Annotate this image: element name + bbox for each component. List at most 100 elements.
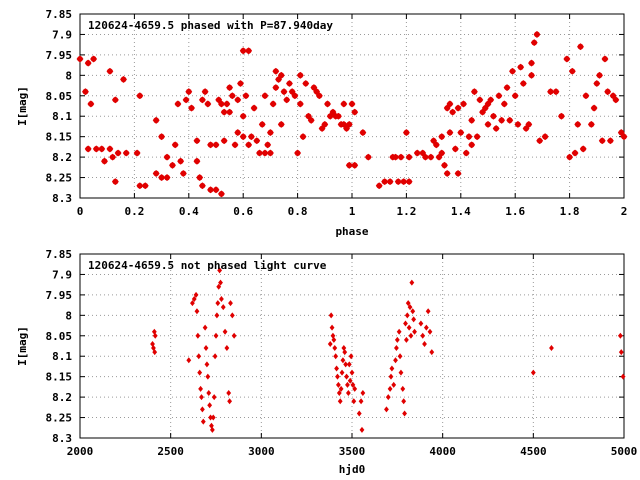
x-tick-label: 1.2 [396, 205, 416, 218]
x-tick-label: 3500 [339, 445, 366, 458]
data-point [197, 369, 203, 376]
data-point [393, 357, 398, 364]
data-point [351, 161, 359, 169]
data-point [151, 328, 157, 335]
data-point [114, 149, 122, 157]
data-point [219, 295, 224, 302]
data-point [212, 353, 218, 360]
data-point [253, 137, 261, 145]
y-tick-label: 8.2 [52, 391, 72, 404]
data-point [528, 59, 535, 67]
y-tick-label: 8.25 [46, 412, 73, 425]
data-point [227, 398, 232, 405]
data-point [228, 92, 236, 100]
data-point [487, 96, 495, 104]
data-point [427, 328, 433, 335]
plot-title: 120624-4659.5 not phased light curve [88, 259, 327, 272]
x-tick-label: 1 [349, 205, 356, 218]
data-point [207, 141, 214, 149]
data-point [438, 149, 446, 157]
data-point [226, 84, 233, 91]
data-point [231, 141, 239, 149]
data-point [400, 178, 408, 186]
data-point [343, 361, 349, 368]
data-point [388, 373, 394, 380]
data-point [220, 137, 228, 145]
data-point [207, 402, 213, 409]
data-point [394, 178, 402, 186]
data-point [84, 59, 92, 67]
data-point [506, 116, 514, 124]
x-tick-label: 4500 [520, 445, 547, 458]
x-axis-label: phase [335, 225, 368, 238]
data-point [299, 133, 307, 141]
data-point [607, 137, 614, 145]
data-point [101, 157, 108, 165]
data-point [500, 100, 508, 108]
data-point [386, 178, 394, 186]
data-point [420, 332, 426, 339]
data-point [136, 182, 144, 190]
data-point [409, 279, 415, 286]
data-point [182, 96, 190, 104]
data-point [406, 324, 412, 331]
data-point [346, 361, 352, 368]
data-point [498, 116, 505, 124]
data-point [333, 353, 339, 360]
data-point [349, 369, 355, 376]
data-point [579, 145, 587, 153]
y-tick-label: 8.1 [52, 350, 72, 363]
data-point [514, 121, 522, 128]
data-point [396, 328, 402, 335]
data-point [269, 100, 277, 108]
data-point [427, 153, 435, 161]
data-point [593, 80, 601, 87]
data-point [340, 357, 346, 364]
data-point [490, 112, 497, 120]
data-point [239, 112, 247, 120]
data-point [336, 381, 341, 388]
data-point [620, 373, 626, 380]
data-point [122, 149, 130, 157]
data-point [423, 324, 429, 331]
data-point [340, 121, 348, 128]
data-point [438, 133, 446, 141]
data-point [429, 349, 435, 356]
data-point [425, 308, 431, 315]
data-point [267, 129, 274, 136]
data-point [604, 88, 612, 96]
data-point [332, 345, 338, 352]
data-point [200, 418, 206, 425]
data-point [307, 116, 315, 124]
data-point [283, 96, 291, 104]
data-point [294, 149, 301, 157]
data-point [163, 153, 171, 161]
y-tick-label: 8.05 [46, 330, 73, 343]
data-point [525, 121, 533, 128]
data-point [339, 369, 345, 376]
data-point [196, 353, 202, 360]
data-point [587, 121, 595, 128]
data-point [443, 170, 451, 177]
data-point [618, 349, 624, 356]
data-point [360, 390, 366, 397]
data-point [205, 373, 211, 380]
data-point [387, 385, 393, 392]
data-point [345, 381, 350, 388]
data-point [331, 336, 337, 343]
data-point [87, 100, 95, 108]
data-point [336, 390, 342, 397]
data-point [403, 129, 410, 136]
data-point [407, 304, 413, 311]
data-point [359, 426, 365, 433]
data-point [509, 67, 516, 75]
y-axis-label: I[mag] [16, 326, 29, 366]
data-point [401, 398, 407, 405]
data-point [291, 92, 299, 100]
data-point [432, 141, 440, 149]
data-point [217, 267, 223, 274]
raw-light-curve-panel: 2000 2500 3000 3500 4000 4500 5000 7.85 7.9 7.95 8… [16, 248, 637, 476]
data-point [215, 300, 221, 307]
data-point [198, 385, 203, 392]
